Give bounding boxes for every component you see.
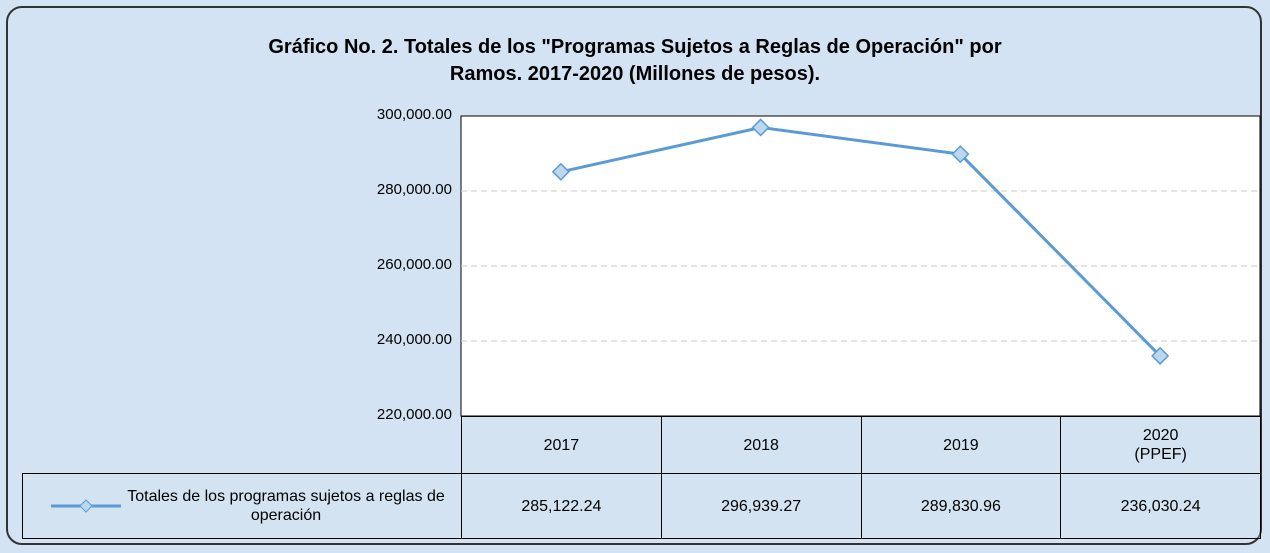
legend-cell: Totales de los programas sujetos a regla… — [22, 473, 462, 539]
x-tick-label: 2020 (PPEF) — [1060, 416, 1261, 474]
chart-title: Gráfico No. 2. Totales de los "Programas… — [268, 36, 1002, 85]
y-tick-label: 300,000.00 — [376, 106, 452, 123]
data-label: 285,122.24 — [461, 473, 662, 539]
chart-frame — [6, 6, 1262, 545]
y-tick-label: 260,000.00 — [376, 256, 452, 273]
legend-label: Totales de los programas sujetos a regla… — [127, 488, 445, 524]
data-point — [551, 162, 570, 181]
y-tick-label: 220,000.00 — [376, 406, 452, 423]
series-line — [560, 125, 1162, 357]
data-label: 296,939.27 — [660, 473, 862, 539]
data-point — [1151, 346, 1170, 365]
y-tick-label: 240,000.00 — [376, 331, 452, 348]
data-point — [751, 118, 770, 137]
y-tick-label: 280,000.00 — [376, 181, 452, 198]
x-tick-label: 2017 — [461, 416, 662, 474]
data-label: 289,830.96 — [860, 473, 1062, 539]
data-label: 236,030.24 — [1060, 473, 1261, 539]
x-tick-label: 2018 — [660, 416, 862, 474]
data-point — [951, 145, 970, 164]
x-tick-label: 2019 — [860, 416, 1062, 474]
legend-marker — [51, 499, 121, 513]
plot-area — [460, 115, 1261, 417]
